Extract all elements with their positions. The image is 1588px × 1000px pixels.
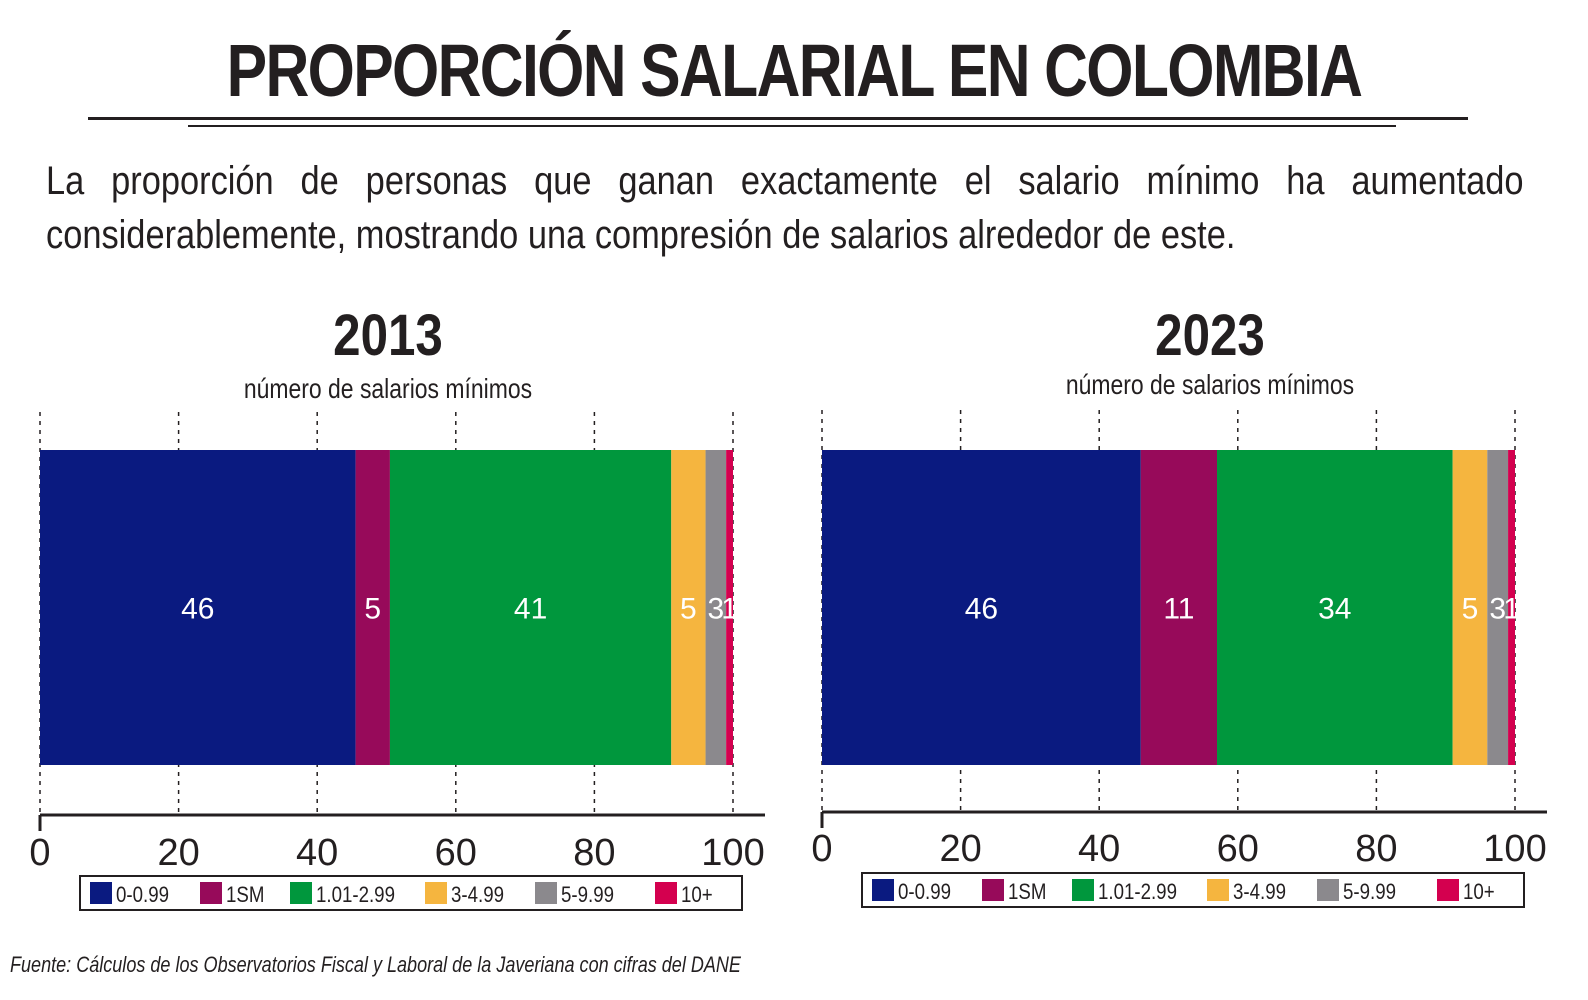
bar-segment-3-4.99	[671, 450, 706, 765]
tick-label: 80	[573, 832, 615, 874]
legend-swatch	[655, 882, 677, 904]
legend-swatch	[1072, 879, 1094, 901]
bar-segment-1.01-2.99	[389, 450, 672, 765]
bar-segment-1SM	[355, 450, 390, 765]
bar-segment-3-4.99	[1452, 450, 1488, 765]
data-label: 34	[1318, 593, 1351, 626]
legend-swatch	[425, 882, 447, 904]
tick-label: 100	[1483, 828, 1546, 870]
legend-label: 5-9.99	[1343, 881, 1396, 905]
tick-label: 0	[811, 828, 832, 870]
legend-swatch	[200, 882, 222, 904]
chart-title: 2013	[333, 303, 443, 368]
data-label: 1	[1503, 593, 1520, 626]
bar-segment-1SM	[1140, 450, 1218, 765]
legend-label: 10+	[1463, 881, 1495, 905]
subtitle: La proporción de personas que ganan exac…	[46, 159, 1524, 257]
title-rule-top	[88, 117, 1468, 120]
source-note: Fuente: Cálculos de los Observatorios Fi…	[10, 952, 741, 977]
legend	[79, 875, 743, 911]
bar-segment-1.01-2.99	[1217, 450, 1453, 765]
data-label: 3	[1489, 593, 1506, 626]
legend-label: 1SM	[1008, 881, 1046, 905]
data-label: 3	[708, 593, 725, 626]
legend-swatch	[1317, 879, 1339, 901]
legend-swatch	[90, 882, 112, 904]
legend-label: 5-9.99	[561, 884, 614, 908]
tick-label: 20	[939, 828, 981, 870]
tick-label: 100	[701, 832, 764, 874]
title-rule-bottom	[188, 125, 1396, 127]
data-label: 46	[965, 593, 998, 626]
chart-title: 2023	[1155, 303, 1265, 368]
data-label: 5	[680, 593, 697, 626]
legend-swatch	[290, 882, 312, 904]
bar-segment-5-9.99	[1487, 450, 1509, 765]
legend-label: 0-0.99	[898, 881, 951, 905]
axis-label: número de salarios mínimos	[244, 374, 532, 405]
axis-label: número de salarios mínimos	[1066, 370, 1354, 401]
bar-segment-10+	[726, 450, 733, 765]
tick-label: 60	[435, 832, 477, 874]
data-label: 1	[721, 593, 738, 626]
bar-segment-10+	[1508, 450, 1515, 765]
legend-swatch	[1437, 879, 1459, 901]
legend	[861, 872, 1525, 908]
legend-label: 3-4.99	[1233, 881, 1286, 905]
data-label: 5	[1462, 593, 1479, 626]
legend-swatch	[982, 879, 1004, 901]
legend-label: 1.01-2.99	[1098, 881, 1177, 905]
tick-label: 80	[1355, 828, 1397, 870]
bar-segment-0-0.99	[822, 450, 1141, 765]
tick-label: 60	[1217, 828, 1259, 870]
legend-label: 1.01-2.99	[316, 884, 395, 908]
bar-segment-5-9.99	[705, 450, 727, 765]
data-label: 46	[181, 593, 214, 626]
legend-label: 0-0.99	[116, 884, 169, 908]
data-label: 41	[514, 593, 547, 626]
legend-label: 1SM	[226, 884, 264, 908]
bar-segment-0-0.99	[40, 450, 356, 765]
page-title: PROPORCIÓN SALARIAL EN COLOMBIA	[226, 29, 1363, 112]
legend-swatch	[535, 882, 557, 904]
tick-label: 0	[29, 832, 50, 874]
legend-label: 10+	[681, 884, 713, 908]
legend-label: 3-4.99	[451, 884, 504, 908]
legend-swatch	[1207, 879, 1229, 901]
data-label: 5	[364, 593, 381, 626]
tick-label: 20	[157, 832, 199, 874]
data-label: 11	[1163, 593, 1194, 626]
legend-swatch	[872, 879, 894, 901]
tick-label: 40	[1078, 828, 1120, 870]
tick-label: 40	[296, 832, 338, 874]
